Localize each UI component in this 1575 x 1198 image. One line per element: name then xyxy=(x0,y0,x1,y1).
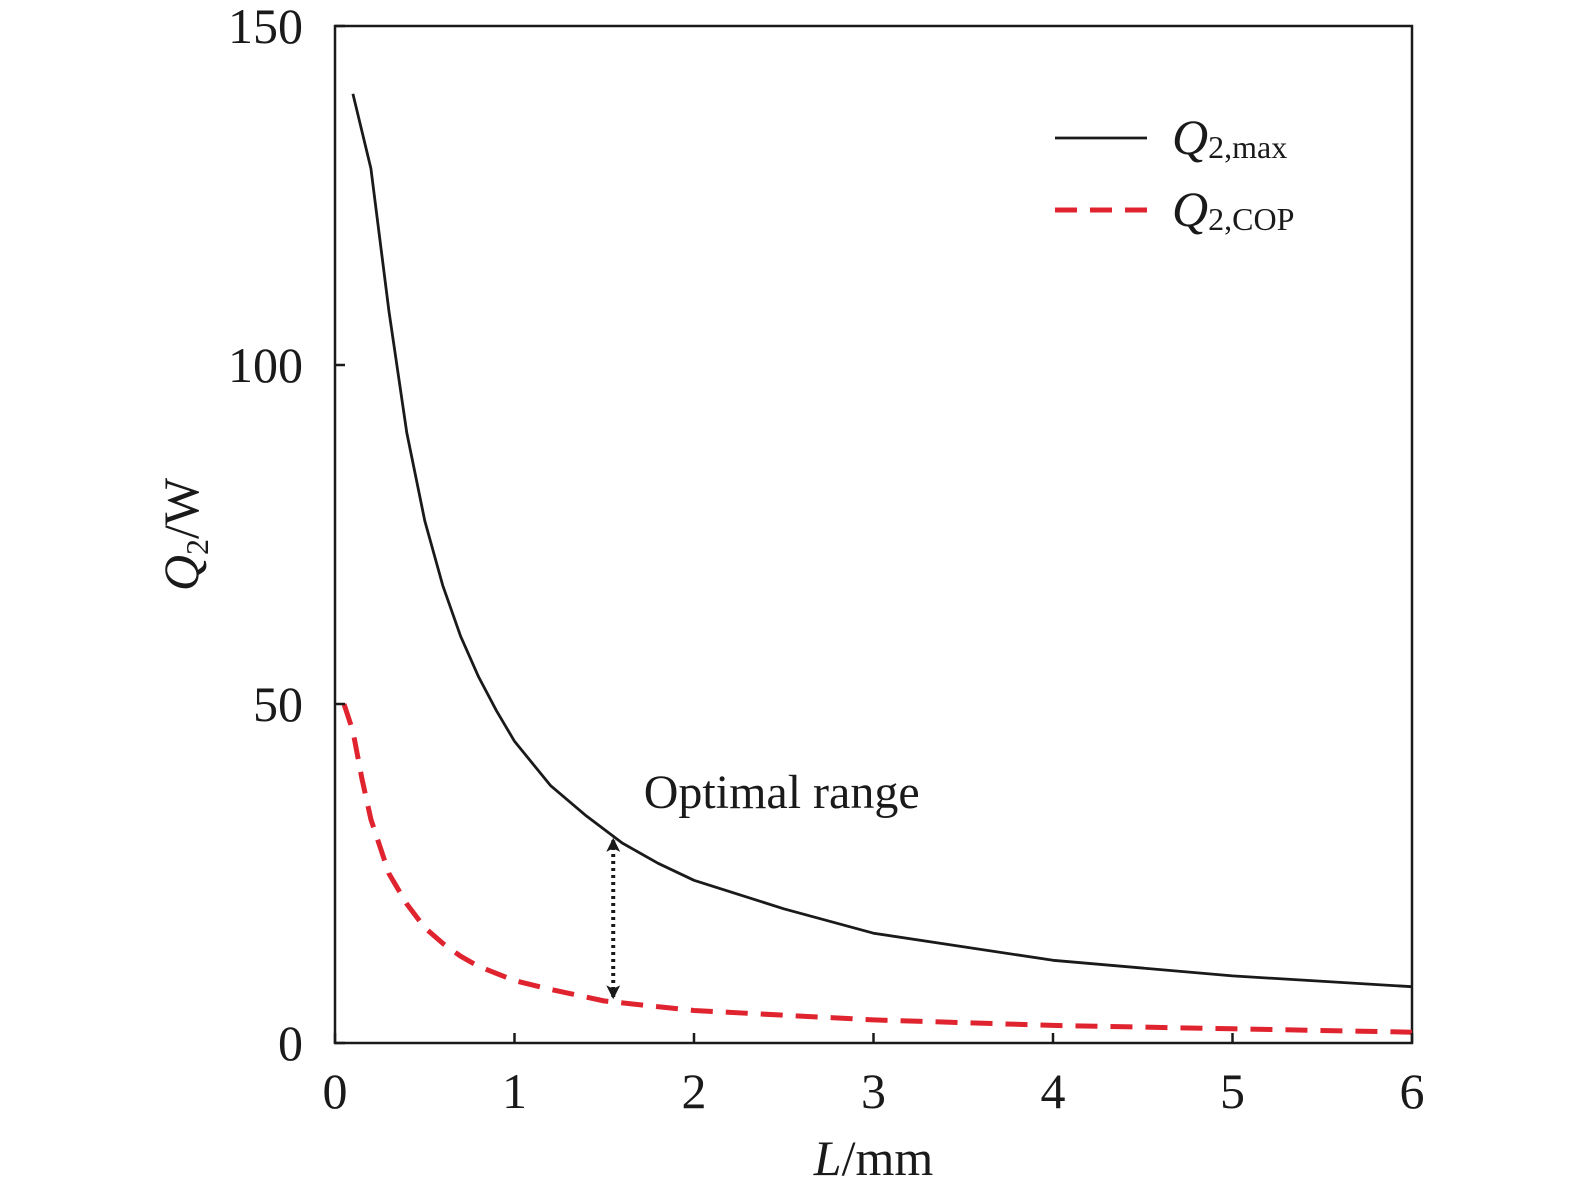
x-tick-label: 3 xyxy=(861,1063,886,1119)
plot-frame xyxy=(333,24,1414,1045)
legend-label-1: Q2,COP xyxy=(1172,181,1294,237)
y-tick-label: 100 xyxy=(228,337,303,393)
y-tick-label: 50 xyxy=(253,676,303,732)
x-tick-label: 5 xyxy=(1220,1063,1245,1119)
y-axis-title: Q2/W xyxy=(153,477,215,591)
x-tick-label: 0 xyxy=(323,1063,348,1119)
x-tick-label: 4 xyxy=(1041,1063,1066,1119)
y-tick-label: 150 xyxy=(228,0,303,54)
x-axis-title: L/mm xyxy=(813,1130,934,1186)
y-tick-label: 0 xyxy=(278,1015,303,1071)
optimal-range-label: Optimal range xyxy=(644,766,920,819)
legend-label-0: Q2,max xyxy=(1172,109,1287,165)
series-line-0 xyxy=(351,93,1413,989)
series-line-1 xyxy=(341,703,1413,1035)
x-tick-label: 2 xyxy=(682,1063,707,1119)
x-tick-label: 1 xyxy=(502,1063,527,1119)
x-tick-label: 6 xyxy=(1400,1063,1425,1119)
